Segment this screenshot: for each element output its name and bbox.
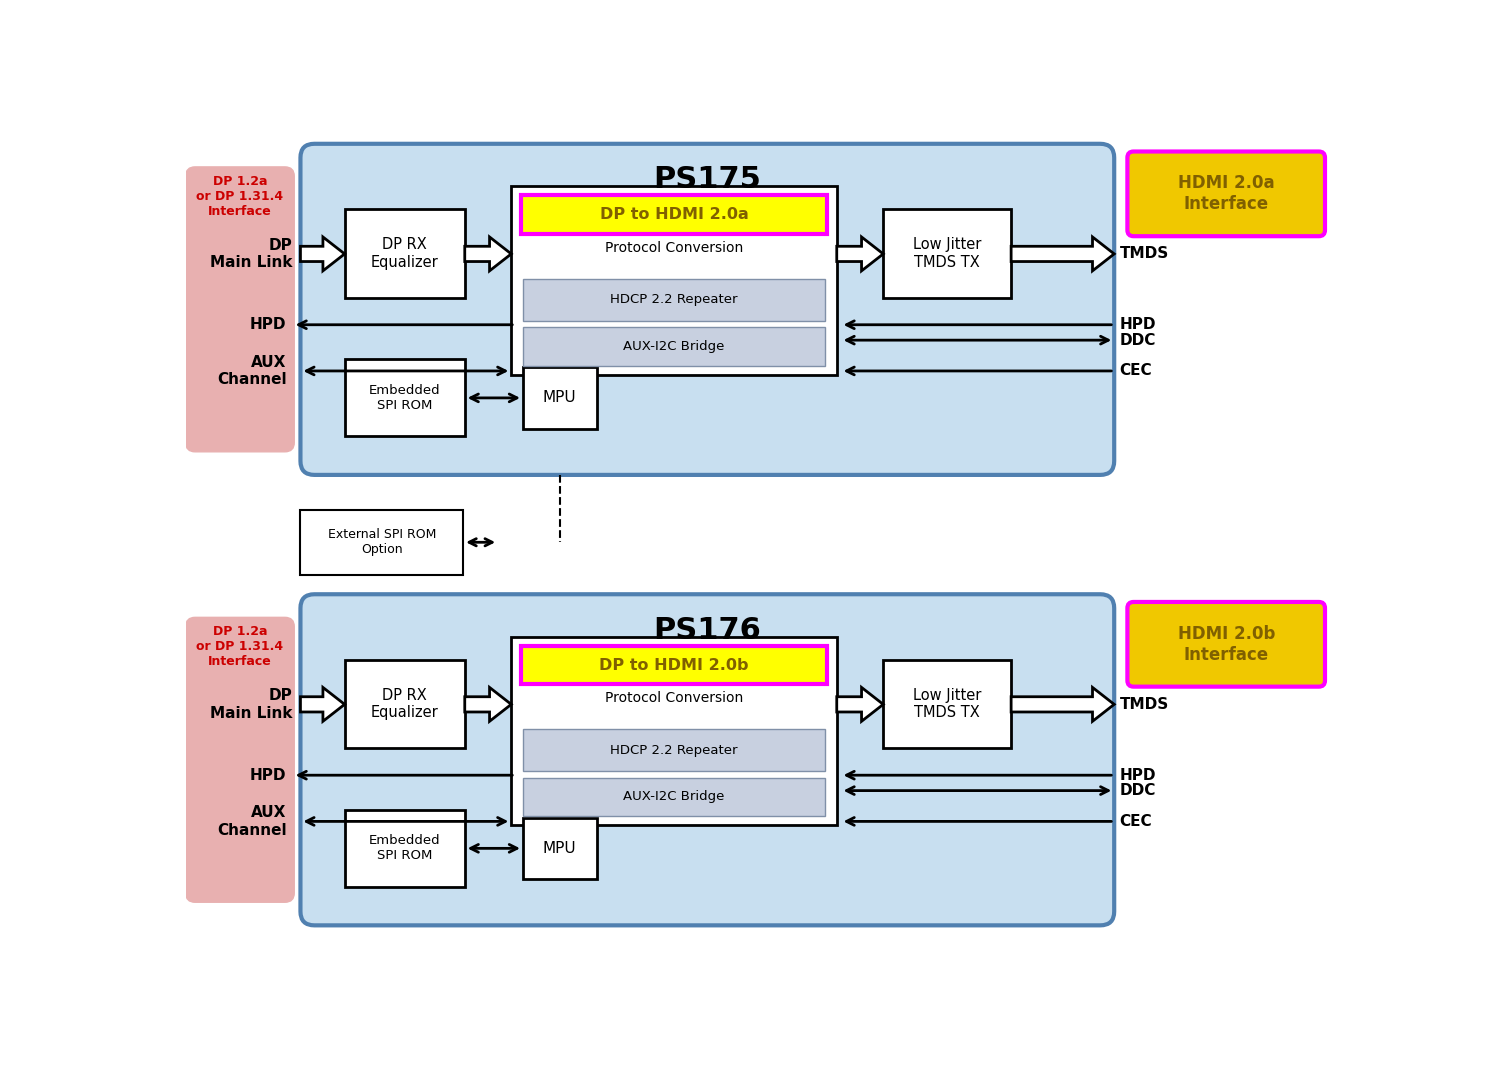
Text: CEC: CEC [1119, 814, 1152, 829]
Text: AUX
Channel: AUX Channel [217, 355, 287, 387]
Text: TMDS: TMDS [1119, 246, 1169, 261]
Polygon shape [837, 687, 883, 721]
Text: Embedded
SPI ROM: Embedded SPI ROM [369, 835, 440, 862]
Text: HDMI 2.0a
Interface: HDMI 2.0a Interface [1178, 174, 1275, 213]
Text: DP to HDMI 2.0b: DP to HDMI 2.0b [599, 658, 749, 673]
FancyBboxPatch shape [1128, 152, 1326, 236]
Polygon shape [837, 236, 883, 271]
Text: DP
Main Link: DP Main Link [210, 688, 293, 720]
Text: HPD: HPD [250, 767, 287, 782]
Polygon shape [465, 236, 511, 271]
Text: DDC: DDC [1119, 783, 1156, 798]
Bar [345, 360, 465, 437]
Text: DDC: DDC [1119, 333, 1156, 348]
FancyBboxPatch shape [186, 617, 294, 902]
FancyBboxPatch shape [186, 167, 294, 452]
Bar [523, 278, 825, 321]
Text: PS176: PS176 [654, 616, 761, 645]
Text: HDCP 2.2 Repeater: HDCP 2.2 Repeater [611, 293, 737, 306]
Text: HPD: HPD [1119, 317, 1156, 333]
Text: DP
Main Link: DP Main Link [210, 238, 293, 270]
Bar [511, 186, 837, 374]
Bar [883, 660, 1010, 748]
Text: DP to HDMI 2.0a: DP to HDMI 2.0a [600, 208, 749, 223]
Text: External SPI ROM
Option: External SPI ROM Option [327, 529, 435, 556]
Bar [511, 637, 837, 825]
Bar [300, 509, 464, 575]
Text: DP RX
Equalizer: DP RX Equalizer [372, 688, 438, 720]
FancyBboxPatch shape [300, 143, 1114, 475]
Text: DP 1.2a
or DP 1.31.4
Interface: DP 1.2a or DP 1.31.4 Interface [196, 625, 284, 668]
Bar [883, 210, 1010, 297]
Text: PS175: PS175 [654, 166, 761, 195]
Text: Protocol Conversion: Protocol Conversion [605, 241, 743, 255]
Text: AUX-I2C Bridge: AUX-I2C Bridge [623, 791, 725, 804]
Text: HDMI 2.0b
Interface: HDMI 2.0b Interface [1177, 625, 1275, 663]
Bar [523, 778, 825, 816]
Text: DP RX
Equalizer: DP RX Equalizer [372, 238, 438, 270]
Polygon shape [1010, 236, 1114, 271]
Text: HPD: HPD [250, 317, 287, 333]
Text: Protocol Conversion: Protocol Conversion [605, 691, 743, 705]
Bar [520, 646, 828, 685]
Bar [523, 729, 825, 771]
Text: Low Jitter
TMDS TX: Low Jitter TMDS TX [912, 238, 981, 270]
Text: HDCP 2.2 Repeater: HDCP 2.2 Repeater [611, 744, 737, 756]
Text: MPU: MPU [542, 391, 577, 406]
Bar [345, 660, 465, 748]
Text: DP 1.2a
or DP 1.31.4
Interface: DP 1.2a or DP 1.31.4 Interface [196, 174, 284, 217]
Bar [345, 210, 465, 297]
Text: AUX-I2C Bridge: AUX-I2C Bridge [623, 340, 725, 353]
Text: MPU: MPU [542, 841, 577, 856]
Bar [523, 327, 825, 366]
Bar [520, 196, 828, 234]
FancyBboxPatch shape [1128, 602, 1326, 687]
Polygon shape [465, 687, 511, 721]
Text: Low Jitter
TMDS TX: Low Jitter TMDS TX [912, 688, 981, 720]
Bar [523, 367, 596, 429]
Text: CEC: CEC [1119, 364, 1152, 379]
Polygon shape [300, 687, 345, 721]
Bar [345, 810, 465, 887]
Polygon shape [1010, 687, 1114, 721]
Text: AUX
Channel: AUX Channel [217, 806, 287, 838]
Text: HPD: HPD [1119, 767, 1156, 782]
Text: Embedded
SPI ROM: Embedded SPI ROM [369, 384, 440, 412]
FancyBboxPatch shape [300, 594, 1114, 926]
Polygon shape [300, 236, 345, 271]
Bar [523, 817, 596, 880]
Text: TMDS: TMDS [1119, 697, 1169, 712]
